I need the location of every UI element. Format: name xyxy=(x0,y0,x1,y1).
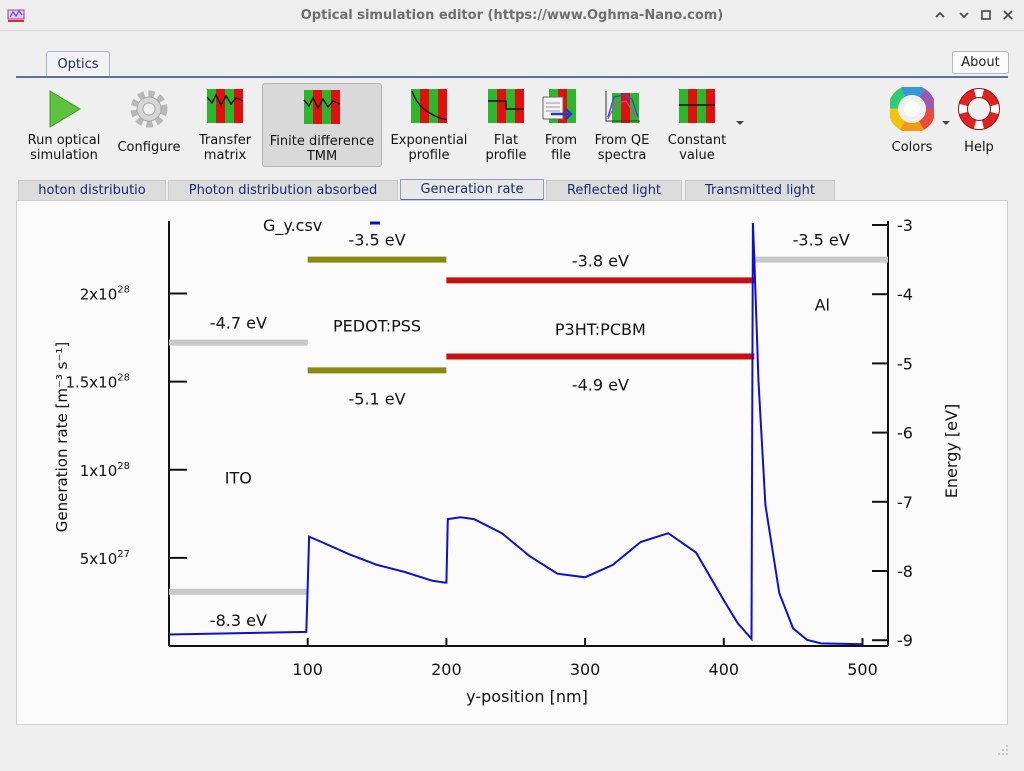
energy-band-label: -3.8 eV xyxy=(572,251,629,270)
colors-button[interactable]: Colors xyxy=(884,83,940,167)
help-label: Help xyxy=(964,140,994,155)
layer-label: PEDOT:PSS xyxy=(333,316,421,335)
help-button[interactable]: Help xyxy=(954,83,1004,167)
close-icon[interactable] xyxy=(1001,8,1015,22)
series-line xyxy=(168,222,863,646)
minimize-chevron-icon[interactable] xyxy=(933,8,947,22)
run-simulation-button[interactable]: Run optical simulation xyxy=(20,83,108,167)
qe-spectra-icon xyxy=(605,91,640,123)
y2-axis-label: Energy [eV] xyxy=(942,404,961,498)
x-tick-label: 100 xyxy=(292,660,323,679)
y-axis-label: Generation rate [m⁻³ s⁻¹] xyxy=(53,342,71,532)
lifebuoy-icon xyxy=(958,88,1000,130)
from-qe-spectra-label: From QE spectra xyxy=(594,133,650,163)
constant-value-label: Constant value xyxy=(667,133,727,163)
colors-label: Colors xyxy=(891,140,933,155)
about-button[interactable]: About xyxy=(952,51,1009,74)
tab-generation-rate[interactable]: Generation rate xyxy=(400,179,544,201)
energy-band-label: -5.1 eV xyxy=(349,389,406,408)
tab-optics[interactable]: Optics xyxy=(46,51,110,77)
finite-difference-tmm-label: Finite difference TMM xyxy=(269,134,375,164)
finite-difference-icon xyxy=(303,90,341,124)
exponential-profile-button[interactable]: Exponential profile xyxy=(386,83,472,167)
x-tick-label: 400 xyxy=(709,660,740,679)
exponential-profile-icon xyxy=(411,89,448,123)
color-wheel-icon xyxy=(890,87,934,131)
from-file-icon xyxy=(542,89,576,123)
transfer-matrix-button[interactable]: Transfer matrix xyxy=(192,83,258,167)
energy-band-label: -4.7 eV xyxy=(210,314,267,333)
app-icon xyxy=(7,9,25,22)
configure-label: Configure xyxy=(117,140,181,155)
y-tick-label: 2x1028 xyxy=(80,285,130,304)
from-file-label: From file xyxy=(544,133,578,163)
maximize-icon[interactable] xyxy=(979,8,993,22)
energy-band-label: -3.5 eV xyxy=(793,231,850,250)
title-bar: Optical simulation editor (https://www.O… xyxy=(0,0,1024,31)
y2-tick-label: -8 xyxy=(897,562,913,581)
run-simulation-label: Run optical simulation xyxy=(27,133,101,163)
tab-photon-distribution-absorbed[interactable]: Photon distribution absorbed xyxy=(168,180,398,201)
gear-icon xyxy=(130,90,168,128)
window-title: Optical simulation editor (https://www.O… xyxy=(300,8,724,23)
play-icon xyxy=(49,90,81,128)
x-tick-label: 300 xyxy=(570,660,601,679)
menu-divider xyxy=(16,76,1008,78)
transfer-matrix-icon xyxy=(206,89,244,123)
y-tick-label: 5x1027 xyxy=(80,549,130,568)
from-file-button[interactable]: From file xyxy=(538,83,584,167)
energy-band-label: -8.3 eV xyxy=(210,611,267,630)
plot-panel[interactable]: 100 200 300 400 500 5x1027 1x1028 1.5x1028 2x102… xyxy=(16,200,1008,725)
x-tick-label: 500 xyxy=(847,660,878,679)
from-qe-spectra-button[interactable]: From QE spectra xyxy=(588,83,656,167)
energy-band-label: -4.9 eV xyxy=(572,375,629,394)
tab-reflected-light[interactable]: Reflected light xyxy=(546,180,682,201)
x-axis-label: y-position [nm] xyxy=(466,687,588,706)
layer-label: ITO xyxy=(225,469,252,488)
resize-grip-icon[interactable] xyxy=(997,744,1009,756)
y2-tick-label: -9 xyxy=(897,631,913,650)
constant-value-icon xyxy=(679,89,715,123)
finite-difference-tmm-button[interactable]: Finite difference TMM xyxy=(262,83,382,167)
y2-tick-label: -3 xyxy=(897,216,913,235)
y-tick-label: 1.5x1028 xyxy=(65,373,130,392)
x-tick-label: 200 xyxy=(431,660,462,679)
constant-value-button[interactable]: Constant value xyxy=(662,83,732,167)
layer-label: P3HT:PCBM xyxy=(555,320,646,339)
exponential-profile-label: Exponential profile xyxy=(390,133,468,163)
y2-tick-label: -6 xyxy=(897,424,913,443)
flat-profile-icon xyxy=(488,89,524,123)
plot-tab-bar: hoton distributio Photon distribution ab… xyxy=(16,179,1008,201)
flat-profile-label: Flat profile xyxy=(485,133,527,163)
y2-tick-label: -7 xyxy=(897,493,913,512)
toolbar-overflow-arrow-icon[interactable] xyxy=(734,118,746,128)
layer-label: Al xyxy=(815,296,830,315)
energy-band-label: -3.5 eV xyxy=(349,231,406,250)
generation-rate-chart[interactable]: 100 200 300 400 500 5x1027 1x1028 1.5x1028 2x102… xyxy=(17,201,1007,724)
tab-photon-distribution[interactable]: hoton distributio xyxy=(18,180,166,201)
legend-label: G_y.csv xyxy=(263,216,322,236)
transfer-matrix-label: Transfer matrix xyxy=(198,133,252,163)
colors-dropdown-arrow-icon[interactable] xyxy=(941,119,951,127)
configure-button[interactable]: Configure xyxy=(112,83,186,167)
y2-tick-label: -4 xyxy=(897,285,913,304)
tab-transmitted-light[interactable]: Transmitted light xyxy=(685,180,835,201)
y-tick-label: 1x1028 xyxy=(80,461,130,480)
y2-tick-label: -5 xyxy=(897,354,913,373)
flat-profile-button[interactable]: Flat profile xyxy=(478,83,534,167)
restore-chevron-icon[interactable] xyxy=(957,8,971,22)
